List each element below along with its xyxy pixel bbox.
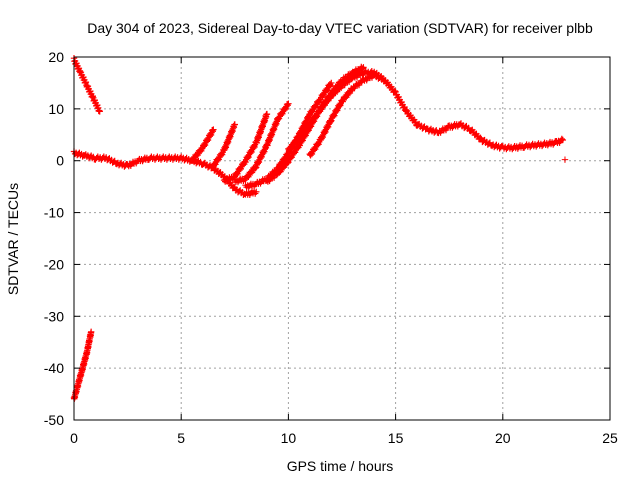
y-tick-label: -30 (44, 308, 64, 324)
data-layer (70, 55, 569, 402)
series-arc-b (210, 121, 238, 169)
series-point-end (561, 156, 569, 163)
data-points (220, 110, 271, 185)
data-point (561, 156, 569, 163)
series-arc-a (188, 126, 217, 164)
plot-border (73, 56, 611, 421)
series-arc-g (285, 68, 567, 154)
ticks: 0 5 10 15 20 25 20 10 0 -10 -20 -30 -40 -50 (44, 49, 618, 446)
data-points (210, 121, 238, 169)
y-tick-label: 10 (48, 101, 64, 117)
y-tick-label: -40 (44, 360, 64, 376)
data-points (306, 71, 389, 159)
data-points (231, 100, 292, 186)
x-tick-label: 5 (177, 430, 185, 446)
data-points (285, 68, 567, 154)
y-tick-label: 0 (56, 153, 64, 169)
y-tick-label: 20 (48, 49, 64, 65)
x-tick-label: 25 (602, 430, 618, 446)
grid (74, 57, 610, 420)
x-tick-label: 0 (70, 430, 78, 446)
y-tick-label: -20 (44, 256, 64, 272)
y-tick-label: -10 (44, 205, 64, 221)
series-arc-c (220, 110, 271, 185)
x-axis-label: GPS time / hours (287, 458, 394, 474)
chart-title: Day 304 of 2023, Sidereal Day-to-day VTE… (87, 20, 593, 36)
y-axis-label: SDTVAR / TECUs (5, 183, 21, 295)
series-arc-h (306, 71, 389, 159)
series-arc-d (231, 100, 292, 186)
data-points (188, 126, 217, 164)
x-tick-label: 15 (388, 430, 404, 446)
x-tick-label: 20 (495, 430, 511, 446)
x-tick-label: 10 (281, 430, 297, 446)
y-tick-label: -50 (44, 412, 64, 428)
